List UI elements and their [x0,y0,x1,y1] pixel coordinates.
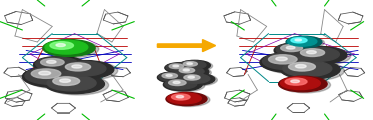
Circle shape [295,65,306,68]
Circle shape [60,79,70,82]
Circle shape [286,46,295,49]
Circle shape [61,61,118,80]
FancyArrow shape [157,40,216,52]
Circle shape [173,81,180,84]
Circle shape [45,74,104,94]
Circle shape [184,75,200,80]
Circle shape [169,80,186,86]
Circle shape [179,60,210,70]
Circle shape [176,67,211,78]
Circle shape [181,74,217,86]
Circle shape [281,77,330,93]
Circle shape [56,44,65,47]
Circle shape [176,67,204,76]
Circle shape [26,67,93,89]
Circle shape [274,43,323,58]
Circle shape [277,43,326,59]
Circle shape [43,40,95,56]
Circle shape [183,62,197,66]
Circle shape [72,65,82,68]
Circle shape [169,64,184,69]
Circle shape [65,63,91,71]
Circle shape [300,49,325,57]
Circle shape [159,72,194,84]
Circle shape [286,36,322,48]
Circle shape [162,73,178,78]
Circle shape [22,66,88,87]
Circle shape [173,65,179,67]
Circle shape [280,77,320,90]
Circle shape [41,58,64,66]
Circle shape [165,79,205,92]
Circle shape [288,37,317,46]
Circle shape [34,56,86,73]
Circle shape [166,63,199,74]
Circle shape [295,39,301,41]
Circle shape [166,75,172,76]
Circle shape [183,69,189,71]
Circle shape [307,51,316,54]
Circle shape [163,78,202,91]
Circle shape [31,69,61,78]
Circle shape [58,61,114,79]
Circle shape [260,52,323,73]
Circle shape [289,62,316,71]
Circle shape [263,53,314,70]
Circle shape [283,61,344,81]
Circle shape [165,79,197,89]
Circle shape [167,93,201,104]
Circle shape [280,60,340,79]
Circle shape [45,40,88,54]
Circle shape [181,74,210,83]
Circle shape [288,37,325,49]
Circle shape [159,72,187,81]
Circle shape [187,63,192,65]
Circle shape [60,61,106,76]
Circle shape [168,93,210,107]
Circle shape [293,47,347,64]
Circle shape [48,75,109,95]
Circle shape [47,60,56,63]
Circle shape [180,61,206,69]
Circle shape [276,43,316,56]
Circle shape [263,53,328,74]
Circle shape [166,92,207,106]
Circle shape [276,57,287,61]
Circle shape [179,73,215,85]
Circle shape [36,57,90,74]
Circle shape [166,63,192,72]
Circle shape [291,80,300,83]
Circle shape [269,55,297,64]
Circle shape [36,57,78,71]
Circle shape [176,96,184,98]
Circle shape [39,71,51,75]
Circle shape [165,63,197,73]
Circle shape [25,67,79,84]
Circle shape [47,75,96,91]
Circle shape [279,76,327,92]
Circle shape [157,72,192,83]
Circle shape [283,61,332,77]
Circle shape [188,76,194,78]
Circle shape [46,40,99,58]
Circle shape [172,94,190,100]
Circle shape [291,38,307,43]
Circle shape [53,77,80,85]
Circle shape [179,68,195,73]
Circle shape [285,78,307,85]
Circle shape [296,47,351,65]
Circle shape [181,61,213,71]
Circle shape [281,45,303,52]
Circle shape [295,47,339,61]
Circle shape [175,66,209,78]
Circle shape [50,42,73,49]
